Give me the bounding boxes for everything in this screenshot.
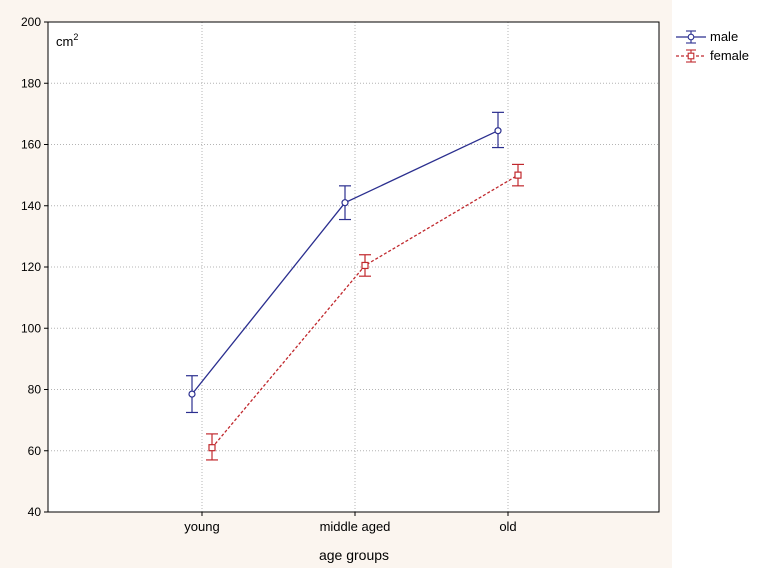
y-tick-label: 80 xyxy=(28,383,42,397)
y-tick-label: 40 xyxy=(28,505,42,519)
axes: 40 60 80 100 120 140 160 180 200 young middle aged… xyxy=(21,15,660,534)
y-tick-label: 100 xyxy=(21,321,41,335)
plot-area xyxy=(48,22,659,512)
legend-female-marker xyxy=(687,52,695,60)
x-tick-label: old xyxy=(499,519,516,534)
series-female xyxy=(206,163,524,461)
y-axis-label: cm2 xyxy=(56,32,78,49)
x-tick-label: young xyxy=(184,519,219,534)
female-point xyxy=(514,171,522,179)
female-point xyxy=(361,261,369,270)
y-tick-label: 160 xyxy=(21,138,41,152)
grid xyxy=(48,22,659,512)
x-tick-label: middle aged xyxy=(320,519,391,534)
y-tick-label: 200 xyxy=(21,15,41,29)
x-axis-label: age groups xyxy=(319,547,389,563)
male-point xyxy=(341,199,349,207)
y-axis-label-superscript: 2 xyxy=(73,32,78,42)
y-tick-label: 60 xyxy=(28,444,42,458)
legend: male female xyxy=(676,29,749,63)
male-point xyxy=(494,127,502,135)
y-tick-label: 180 xyxy=(21,76,41,90)
legend-male-label: male xyxy=(710,29,738,44)
male-point xyxy=(188,390,196,398)
series xyxy=(186,111,524,461)
series-male xyxy=(186,111,504,414)
labels: cm2 age groups xyxy=(56,32,389,563)
y-tick-label: 120 xyxy=(21,260,41,274)
y-tick-label: 140 xyxy=(21,199,41,213)
legend-female-label: female xyxy=(710,48,749,63)
female-point xyxy=(208,444,216,452)
plot-frame xyxy=(47,21,660,513)
legend-male-marker xyxy=(687,33,695,41)
